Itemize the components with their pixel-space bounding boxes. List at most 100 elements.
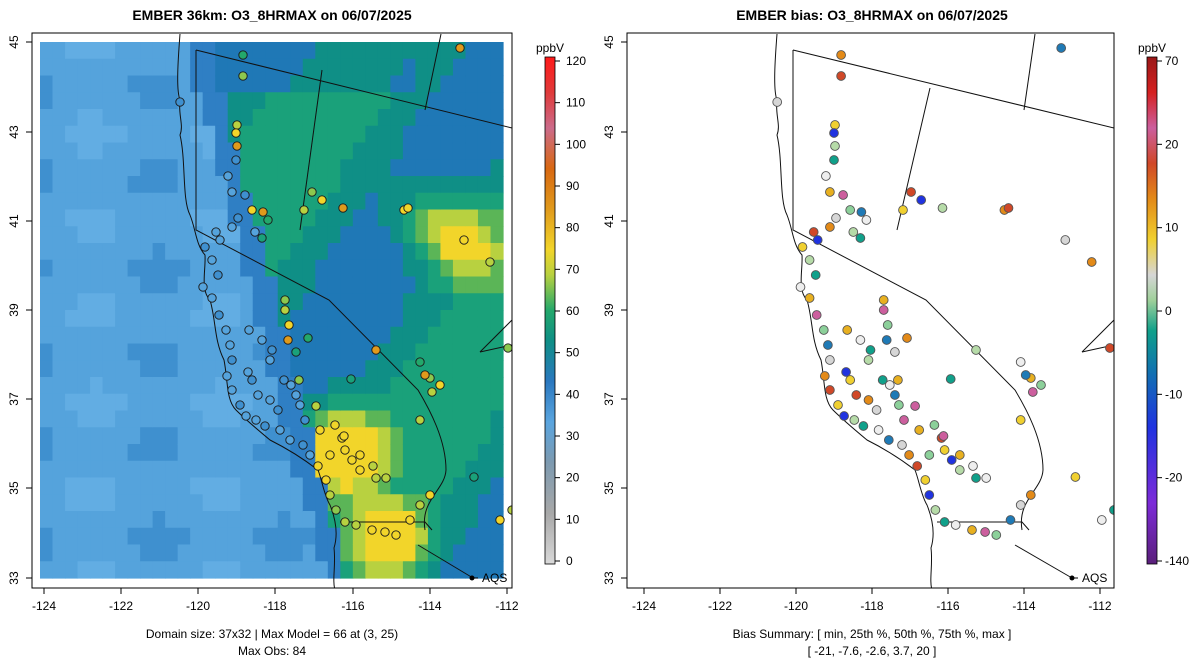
grid-cell [490,561,504,579]
grid-cell [52,243,66,261]
grid-cell [265,444,279,462]
grid-cell [40,176,54,194]
grid-cell [165,360,179,378]
bias-site-marker [1005,515,1016,525]
grid-cell [327,259,341,278]
grid-cell [277,75,291,93]
grid-cell [227,326,241,345]
grid-cell [65,109,79,127]
grid-cell [152,226,166,244]
left-x-tick-label: -114 [418,599,441,613]
obs-site-marker [339,431,349,441]
grid-cell [315,243,329,261]
grid-cell [140,527,154,546]
left-y-tick-label: 37 [7,392,21,406]
obs-site-marker [291,347,301,357]
grid-cell [302,159,316,177]
grid-cell [265,494,279,512]
bias-site-marker [884,380,895,390]
grid-cell [440,109,454,127]
grid-cell [477,310,492,328]
grid-cell [190,444,204,462]
left-colorbar-tick-label: 30 [566,429,580,443]
grid-cell [315,159,329,177]
bias-site-marker [897,440,907,450]
bias-site-marker [833,400,843,410]
grid-cell [477,326,492,345]
grid-cell [190,326,204,345]
obs-site-marker [207,293,217,303]
grid-cell [402,259,416,278]
right-x-tick-label: -120 [784,599,808,613]
grid-cell [77,527,91,546]
grid-cell [327,142,341,160]
grid-cell [465,310,479,328]
obs-site-marker [243,367,253,377]
grid-cell [402,243,416,261]
right-caption-line1: Bias Summary: [ min, 25th %, 50th %, 75t… [733,627,1012,641]
grid-cell [365,427,379,445]
grid-cell [40,192,54,211]
obs-site-marker [257,233,267,243]
grid-cell [165,377,179,395]
grid-cell [240,276,254,294]
grid-cell [52,209,66,227]
grid-cell [415,477,429,495]
grid-cell [190,109,204,127]
bias-site-marker [937,203,948,213]
grid-cell [202,477,216,495]
grid-cell [40,360,54,378]
grid-cell [340,75,354,93]
left-colorbar-tick-label: 10 [566,512,580,526]
obs-site-marker [222,371,232,381]
grid-cell [40,393,54,412]
grid-cell [77,427,91,445]
grid-cell [152,310,166,328]
grid-cell [140,75,154,93]
grid-cell [452,326,467,345]
grid-cell [115,494,129,512]
grid-cell [340,159,354,177]
grid-cell [490,42,504,60]
grid-cell [290,460,304,479]
grid-cell [490,343,504,361]
grid-cell [40,310,54,328]
grid-cell [215,209,229,227]
obs-site-marker [371,345,381,355]
grid-cell [415,192,429,211]
grid-cell [40,494,54,512]
grid-cell [90,527,104,546]
grid-cell [352,544,366,562]
grid-cell [440,360,454,378]
grid-cell [477,360,492,378]
grid-cell [165,310,179,328]
grid-cell [140,125,154,144]
bias-site-marker [838,190,848,200]
bias-site-marker [823,340,833,350]
grid-cell [152,176,166,194]
state-boundaries-left [177,33,512,588]
grid-cell [52,75,66,93]
obs-site-marker [232,141,242,151]
grid-cell [52,176,66,194]
grid-cell [352,259,366,278]
grid-cell [152,192,166,211]
left-colorbar-tick-label: 40 [566,387,580,401]
grid-cell [115,243,129,261]
grid-cell [427,460,442,479]
grid-cell [265,58,279,77]
grid-cell [252,544,266,562]
obs-site-marker [227,222,237,232]
obs-site-marker [265,395,275,405]
grid-cell [140,377,154,395]
right-y-tick-label: 37 [602,392,616,406]
right-axes: -124 -122 -120 -118 -116 -114 -112 33 35 37 39 41 43… [602,35,1112,613]
grid-cell [477,527,492,546]
grid-cell [452,293,467,311]
grid-cell [102,326,116,345]
grid-cell [240,109,254,127]
grid-cell [140,176,154,194]
obs-site-marker [241,411,251,421]
grid-cell [290,159,304,177]
grid-cell [440,561,454,579]
